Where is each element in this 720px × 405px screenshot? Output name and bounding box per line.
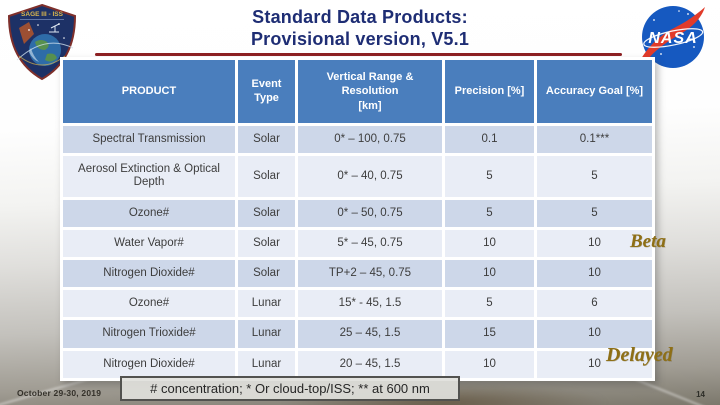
cell-precision: 15 [445, 320, 534, 348]
cell-range: 0* – 100, 0.75 [298, 125, 442, 154]
cell-range: 15* - 45, 1.5 [298, 290, 442, 318]
data-products-table-container: PRODUCT Event Type Vertical Range & Resolu… [60, 57, 655, 381]
table-row: Spectral Transmission Solar 0* – 100, 0.75… [63, 125, 652, 154]
cell-event: Lunar [238, 350, 295, 378]
column-header: Accuracy Goal [%] [537, 60, 652, 123]
slide-title: Standard Data Products: Provisional vers… [0, 6, 720, 50]
nasa-logo-icon: NASA [641, 6, 705, 68]
beta-annotation: Beta [630, 231, 666, 252]
cell-product: Spectral Transmission [63, 125, 235, 154]
cell-event: Solar [238, 156, 295, 197]
slide-title-line2: Provisional version, V5.1 [250, 29, 470, 49]
delayed-annotation: Delayed [606, 344, 673, 366]
table-row: Aerosol Extinction & Optical Depth Solar 0… [63, 156, 652, 197]
cell-product: Nitrogen Trioxide# [63, 320, 235, 348]
cell-product: Nitrogen Dioxide# [63, 259, 235, 288]
cell-range: TP+2 – 45, 0.75 [298, 259, 442, 288]
column-header: Precision [%] [445, 60, 534, 123]
title-underline-rule [95, 53, 622, 56]
table-body: Spectral Transmission Solar 0* – 100, 0.75… [63, 125, 652, 378]
column-header: PRODUCT [63, 60, 235, 123]
cell-precision: 5 [445, 156, 534, 197]
cell-event: Lunar [238, 290, 295, 318]
cell-product: Ozone# [63, 199, 235, 227]
cell-accuracy: 10 [537, 320, 652, 348]
slide-date: October 29-30, 2019 [17, 388, 102, 398]
cell-event: Solar [238, 229, 295, 257]
cell-product: Aerosol Extinction & Optical Depth [63, 156, 235, 197]
cell-precision: 10 [445, 259, 534, 288]
table-row: Nitrogen Dioxide# Lunar 20 – 45, 1.5 10 10 [63, 350, 652, 378]
sage-iii-iss-patch-icon: SAGE III - ISS [7, 3, 77, 81]
table-row: Nitrogen Dioxide# Solar TP+2 – 45, 0.75 10 1… [63, 259, 652, 288]
table-row: Water Vapor# Solar 5* – 45, 0.75 10 10 [63, 229, 652, 257]
data-products-table: PRODUCT Event Type Vertical Range & Resolu… [60, 57, 655, 381]
table-row: Ozone# Lunar 15* - 45, 1.5 5 6 [63, 290, 652, 318]
cell-product: Nitrogen Dioxide# [63, 350, 235, 378]
footnote-box: # concentration; * Or cloud-top/ISS; ** … [120, 376, 460, 401]
cell-range: 0* – 50, 0.75 [298, 199, 442, 227]
cell-range: 5* – 45, 0.75 [298, 229, 442, 257]
cell-precision: 10 [445, 229, 534, 257]
cell-precision: 0.1 [445, 125, 534, 154]
cell-precision: 5 [445, 199, 534, 227]
page-number: 14 [696, 390, 705, 399]
column-header: Vertical Range & Resolution [km] [298, 60, 442, 123]
cell-accuracy: 10 [537, 350, 652, 378]
column-header: Event Type [238, 60, 295, 123]
cell-event: Lunar [238, 320, 295, 348]
cell-precision: 10 [445, 350, 534, 378]
cell-accuracy: 10 [537, 229, 652, 257]
cell-range: 25 – 45, 1.5 [298, 320, 442, 348]
cell-accuracy: 5 [537, 199, 652, 227]
cell-product: Ozone# [63, 290, 235, 318]
cell-accuracy: 10 [537, 259, 652, 288]
table-header-row: PRODUCT Event Type Vertical Range & Resolu… [63, 60, 652, 123]
cell-range: 0* – 40, 0.75 [298, 156, 442, 197]
cell-accuracy: 0.1*** [537, 125, 652, 154]
cell-accuracy: 5 [537, 156, 652, 197]
sage-patch-label: SAGE III - ISS [21, 11, 64, 18]
cell-range: 20 – 45, 1.5 [298, 350, 442, 378]
cell-event: Solar [238, 199, 295, 227]
cell-precision: 5 [445, 290, 534, 318]
table-row: Nitrogen Trioxide# Lunar 25 – 45, 1.5 15 10 [63, 320, 652, 348]
cell-event: Solar [238, 125, 295, 154]
cell-event: Solar [238, 259, 295, 288]
slide-title-line1: Standard Data Products: [252, 7, 468, 27]
table-row: Ozone# Solar 0* – 50, 0.75 5 5 [63, 199, 652, 227]
cell-accuracy: 6 [537, 290, 652, 318]
cell-product: Water Vapor# [63, 229, 235, 257]
